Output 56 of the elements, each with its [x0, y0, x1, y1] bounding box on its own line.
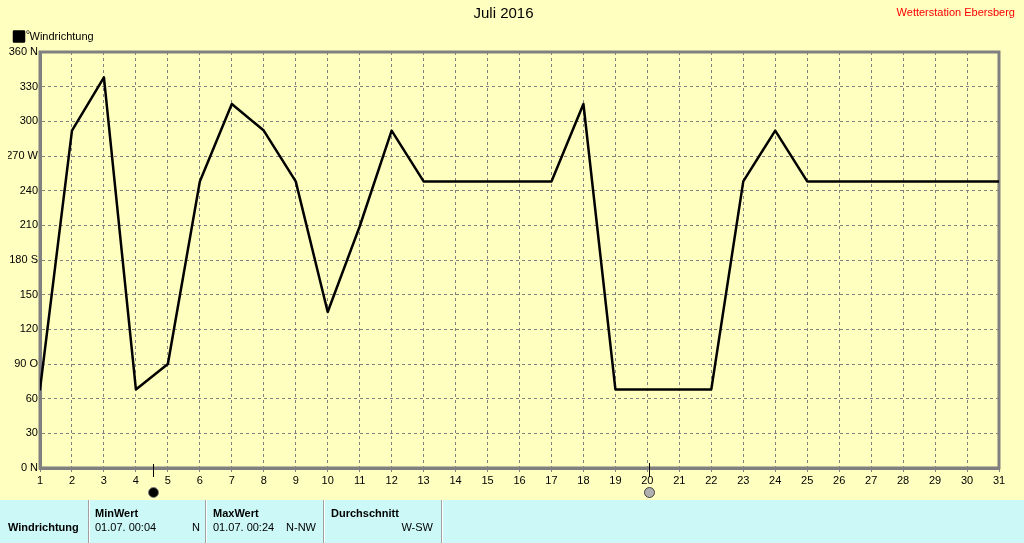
x-tick-label: 18 [577, 473, 590, 486]
y-axis-title: ° [25, 28, 31, 41]
x-tick-label: 17 [545, 473, 558, 486]
y-tick-label: 300 [19, 114, 38, 127]
y-tick-label: 120 [19, 322, 38, 335]
x-tick-label: 1 [36, 473, 44, 486]
text: Wetterstation Ebersberg [896, 6, 1015, 18]
text: MinWert [95, 507, 139, 520]
text: Windrichtung [8, 521, 79, 534]
y-tick-label: 330 [19, 79, 38, 92]
y-tick-label: 0 N [20, 461, 39, 474]
x-tick-label: 26 [833, 473, 846, 486]
x-tick-label: 14 [449, 473, 462, 486]
text: W-SW [401, 521, 433, 534]
y-tick-label: 180 S [9, 253, 38, 266]
x-tick-label: 2 [68, 473, 76, 486]
y-tick-label: 210 [19, 218, 38, 231]
text: Durchschnitt [331, 507, 399, 520]
x-tick-label: 25 [801, 473, 814, 486]
x-tick-label: 3 [100, 473, 107, 486]
text: N [192, 521, 200, 534]
y-tick-label: 90 O [14, 357, 39, 370]
text: N-NW [286, 521, 316, 534]
x-tick-label: 29 [928, 473, 942, 486]
x-tick-label: 16 [513, 473, 526, 486]
x-tick-label: 12 [385, 473, 398, 486]
y-tick-label: 60 [25, 391, 38, 404]
y-tick-label: 30 [25, 426, 38, 439]
x-tick-label: 9 [292, 473, 299, 486]
chart-title: Juli 2016 [473, 4, 534, 22]
x-tick-label: 10 [321, 473, 334, 486]
x-tick-label: 8 [260, 473, 267, 486]
x-tick-label: 24 [769, 473, 782, 486]
y-tick-label: 240 [19, 183, 38, 196]
x-tick-label: 21 [673, 473, 686, 486]
x-tick-label: 23 [737, 473, 750, 486]
x-tick-label: 30 [960, 473, 974, 486]
legend-label: Windrichtung [29, 29, 94, 42]
x-tick-label: 28 [896, 473, 910, 486]
x-tick-label: 15 [481, 473, 494, 486]
text: 01.07. 00:24 [213, 521, 275, 534]
x-tick-label: 5 [164, 473, 171, 486]
text: 01.07. 00:04 [95, 521, 157, 534]
text: MaxWert [213, 507, 259, 520]
x-tick-label: 22 [705, 473, 718, 486]
y-tick-label: 150 [19, 287, 38, 300]
x-tick-label: 4 [132, 473, 139, 486]
x-tick-label: 19 [609, 473, 622, 486]
x-tick-label: 31 [992, 473, 1006, 486]
x-tick-label: 27 [865, 473, 878, 486]
x-tick-label: 20 [641, 473, 654, 486]
x-tick-label: 7 [228, 473, 235, 486]
y-tick-label: 360 N [8, 45, 39, 58]
x-tick-label: 13 [417, 473, 430, 486]
x-tick-label: 11 [353, 473, 366, 486]
x-tick-label: 6 [196, 473, 203, 486]
